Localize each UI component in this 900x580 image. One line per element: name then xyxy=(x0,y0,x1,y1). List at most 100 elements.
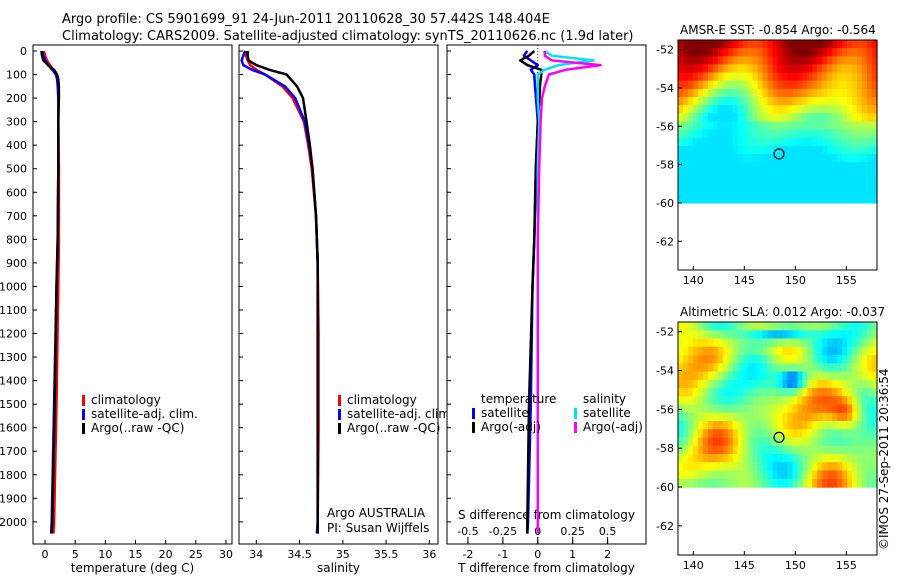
heatmap-cell xyxy=(827,437,833,447)
heatmap-cell xyxy=(817,388,823,397)
heatmap-cell xyxy=(857,97,863,106)
heatmap-cell xyxy=(872,338,878,348)
heatmap-cell xyxy=(797,445,803,455)
heatmap-cell xyxy=(707,194,714,204)
heatmap-cell xyxy=(857,105,863,114)
heatmap-cell xyxy=(707,154,714,163)
y-tick-label: -62 xyxy=(656,520,674,533)
heatmap-cell xyxy=(688,178,694,188)
heatmap-cell xyxy=(707,462,714,472)
heatmap-cell xyxy=(678,338,684,348)
heatmap-cell xyxy=(812,363,818,373)
heatmap-cell xyxy=(802,371,808,381)
heatmap-cell xyxy=(872,137,878,147)
heatmap-cell xyxy=(752,445,759,455)
heatmap-cell xyxy=(827,322,833,331)
heatmap-cell xyxy=(787,363,794,373)
heatmap-cell xyxy=(817,154,823,163)
heatmap-cell xyxy=(762,154,769,163)
heatmap-cell xyxy=(683,178,689,188)
heatmap-cell xyxy=(762,404,769,414)
heatmap-cell xyxy=(722,322,729,331)
heatmap-cell xyxy=(747,330,754,340)
heatmap-cell xyxy=(852,445,858,455)
heatmap-cell xyxy=(802,338,808,348)
heatmap-cell xyxy=(872,56,878,65)
heatmap-cell xyxy=(792,330,798,340)
heatmap-cell xyxy=(757,437,764,447)
float-info-line2: PI: Susan Wijffels xyxy=(327,521,429,535)
heatmap-cell xyxy=(702,137,709,147)
heatmap-cell xyxy=(817,72,823,82)
heatmap-cell xyxy=(817,186,823,196)
heatmap-cell xyxy=(688,478,694,488)
x-tick-label: 140 xyxy=(683,559,704,572)
heatmap-cell xyxy=(787,129,794,139)
heatmap-cell xyxy=(802,40,808,49)
legend-swatch xyxy=(338,423,341,434)
heatmap-cell xyxy=(782,64,789,74)
heatmap-cell xyxy=(697,154,704,163)
heatmap-cell xyxy=(742,88,749,98)
heatmap-cell xyxy=(777,330,784,340)
heatmap-cell xyxy=(837,154,843,163)
heatmap-cell xyxy=(697,170,704,179)
heatmap-cell xyxy=(807,454,813,463)
heatmap-cell xyxy=(837,454,843,463)
heatmap-cell xyxy=(752,97,759,106)
heatmap-cell xyxy=(692,322,699,331)
heatmap-cell xyxy=(762,186,769,196)
heatmap-cell xyxy=(772,437,779,447)
heatmap-cell xyxy=(678,56,684,65)
y-tick-label: 1300 xyxy=(0,351,27,364)
heatmap-cell xyxy=(822,105,828,114)
heatmap-cell xyxy=(782,371,789,381)
heatmap-cell xyxy=(842,346,848,356)
heatmap-cell xyxy=(717,178,724,188)
heatmap-cell xyxy=(852,454,858,463)
heatmap-cell xyxy=(797,64,803,74)
heatmap-cell xyxy=(817,429,823,439)
heatmap-cell xyxy=(817,478,823,488)
heatmap-cell xyxy=(802,162,808,171)
heatmap-cell xyxy=(802,178,808,188)
heatmap-cell xyxy=(862,40,868,49)
y-tick-label: 800 xyxy=(6,233,27,246)
heatmap-cell xyxy=(707,113,714,122)
heatmap-cell xyxy=(832,64,838,74)
heatmap-cell xyxy=(782,56,789,65)
heatmap-cell xyxy=(717,72,724,82)
heatmap-cell xyxy=(797,454,803,463)
legend-label: climatology xyxy=(347,393,417,407)
heatmap-cell xyxy=(792,154,798,163)
heatmap-cell xyxy=(782,80,789,90)
heatmap-cell xyxy=(742,113,749,122)
heatmap-cell xyxy=(702,88,709,98)
heatmap-cell xyxy=(852,429,858,439)
heatmap-cell xyxy=(757,145,764,155)
heatmap-cell xyxy=(872,105,878,114)
heatmap-cell xyxy=(752,194,759,204)
heatmap-cell xyxy=(717,56,724,65)
heatmap-cell xyxy=(797,429,803,439)
heatmap-cell xyxy=(822,162,828,171)
heatmap-cell xyxy=(802,97,808,106)
heatmap-cell xyxy=(747,40,754,49)
heatmap-cell xyxy=(797,170,803,179)
heatmap-cell xyxy=(797,162,803,171)
heatmap-cell xyxy=(832,145,838,155)
heatmap-cell xyxy=(797,338,803,348)
heatmap-cell xyxy=(767,470,774,480)
heatmap-cell xyxy=(772,396,779,406)
heatmap-cell xyxy=(707,404,714,414)
y-tick-label: 1100 xyxy=(0,304,27,317)
heatmap-cell xyxy=(812,355,818,364)
heatmap-cell xyxy=(683,129,689,139)
heatmap-cell xyxy=(817,121,823,131)
heatmap-cell xyxy=(862,72,868,82)
heatmap-cell xyxy=(732,445,739,455)
heatmap-cell xyxy=(683,186,689,196)
heatmap-cell xyxy=(732,72,739,82)
heatmap-cell xyxy=(702,186,709,196)
heatmap-cell xyxy=(762,429,769,439)
